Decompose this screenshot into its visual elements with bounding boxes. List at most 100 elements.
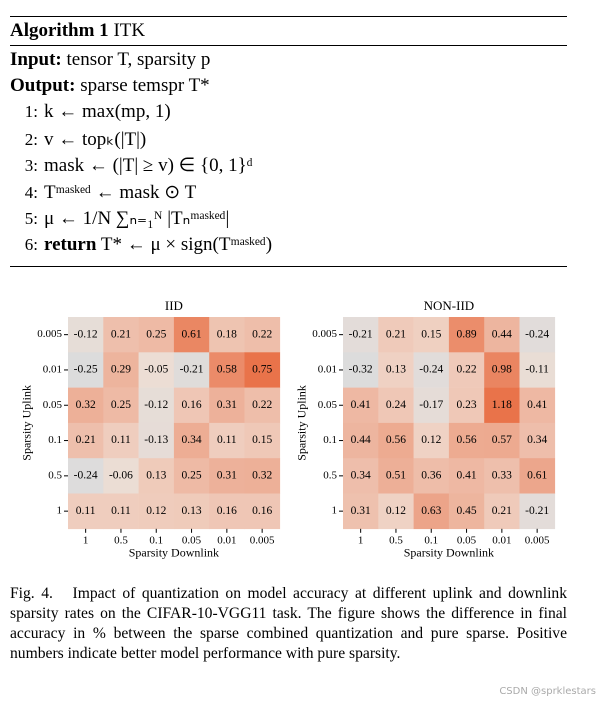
chart-title: NON-IID xyxy=(424,298,475,313)
cell-label: 0.13 xyxy=(146,469,166,481)
cell-label: 0.21 xyxy=(76,434,96,446)
cell-label: 0.41 xyxy=(351,399,371,411)
heatmap-cell xyxy=(519,387,556,424)
heatmap-cell xyxy=(448,458,485,494)
heatmap-cell xyxy=(519,458,556,494)
cell-label: 0.32 xyxy=(252,469,272,481)
x-tick-label: 0.1 xyxy=(424,534,438,546)
cell-label: 0.34 xyxy=(181,434,201,446)
line-number: 4: xyxy=(24,182,38,202)
heatmap-cell xyxy=(448,352,485,388)
x-axis-label: Sparsity Downlink xyxy=(129,546,219,560)
heatmap-cell xyxy=(244,493,281,530)
heatmap-cell xyxy=(343,317,379,353)
y-tick-label: 1 xyxy=(57,505,63,517)
line-text: Tᵐᵃˢᵏᵉᵈ ← mask ⊙ T xyxy=(44,181,197,203)
line-text: μ ← 1/N ∑ₙ₌₁ᴺ |Tₙᵐᵃˢᵏᵉᵈ| xyxy=(44,208,230,229)
input-label: Input: xyxy=(10,49,62,70)
heatmap-cell xyxy=(103,352,139,388)
cell-label: -0.24 xyxy=(525,328,549,340)
heatmap-cell xyxy=(519,493,556,530)
cell-label: 0.22 xyxy=(252,399,272,411)
heatmap-cell xyxy=(138,317,175,353)
y-tick-label: 0.01 xyxy=(43,363,62,375)
cell-label: 0.45 xyxy=(456,505,476,517)
cell-label: 0.44 xyxy=(351,434,371,446)
heatmap-cell xyxy=(343,493,379,530)
heatmap-cell xyxy=(209,387,245,424)
heatmap-cell xyxy=(484,352,520,388)
heatmap-cell xyxy=(103,317,139,353)
line-text: mask ← (|T| ≥ v) ∈ {0, 1}ᵈ xyxy=(44,155,253,176)
x-tick-label: 0.005 xyxy=(250,534,275,546)
cell-label: 0.11 xyxy=(111,434,131,446)
algorithm-title: ITK xyxy=(113,20,146,41)
cell-label: 0.98 xyxy=(492,364,512,376)
algorithm-line: 2: v ← topₖ(|T|) xyxy=(10,128,146,151)
y-tick-label: 0.01 xyxy=(318,363,337,375)
cell-label: 0.11 xyxy=(111,505,131,517)
heatmap-cell xyxy=(173,387,210,424)
heatmap-cell xyxy=(448,317,485,353)
heatmap-cell xyxy=(68,352,104,388)
cell-label: 0.89 xyxy=(456,328,476,340)
heatmap-cell xyxy=(68,493,104,530)
heatmap-cell xyxy=(209,422,245,459)
heatmap-cell xyxy=(209,458,245,494)
output-text: sparse temspr T* xyxy=(80,75,210,96)
x-tick-label: 0.01 xyxy=(217,534,236,546)
heatmap-cell xyxy=(519,422,556,459)
input-line: Input: tensor T, sparsity p xyxy=(10,49,210,71)
x-tick-label: 0.05 xyxy=(457,534,477,546)
heatmap-cell xyxy=(343,458,379,494)
heatmap-cell xyxy=(378,317,414,353)
cell-label: 0.16 xyxy=(181,399,201,411)
algorithm-header: Algorithm 1 ITK xyxy=(10,20,145,42)
cell-label: 0.24 xyxy=(386,399,406,411)
cell-label: -0.32 xyxy=(349,364,373,376)
line-text: v ← topₖ(|T|) xyxy=(44,128,147,150)
heatmap-cell xyxy=(378,493,414,530)
heatmap-cell xyxy=(378,387,414,424)
line-number: 5: xyxy=(24,209,38,228)
cell-label: -0.25 xyxy=(74,364,98,376)
heatmap-cell xyxy=(484,493,520,530)
cell-label: 0.57 xyxy=(492,434,512,446)
input-text: tensor T, sparsity p xyxy=(66,49,211,70)
cell-label: 0.41 xyxy=(527,399,547,411)
heatmap-cell xyxy=(448,387,485,424)
cell-label: 0.18 xyxy=(217,328,237,340)
rule xyxy=(10,16,567,17)
y-tick-label: 0.005 xyxy=(37,328,62,340)
heatmap-cell xyxy=(244,387,281,424)
algorithm-line: 5: μ ← 1/N ∑ₙ₌₁ᴺ |Tₙᵐᵃˢᵏᵉᵈ| xyxy=(10,207,230,230)
cell-label: 0.21 xyxy=(111,328,131,340)
heatmap-cell xyxy=(519,352,556,388)
y-tick-label: 0.1 xyxy=(323,434,337,446)
chart-title: IID xyxy=(165,298,183,313)
cell-label: 0.31 xyxy=(217,469,237,481)
heatmap-cell xyxy=(413,317,450,353)
line-number: 2: xyxy=(24,129,38,149)
cell-label: 0.58 xyxy=(217,364,237,376)
heatmap-cell xyxy=(413,352,450,388)
heatmap-cell xyxy=(343,352,379,388)
x-tick-label: 0.1 xyxy=(149,534,163,546)
heatmap-cell xyxy=(209,317,245,353)
x-tick-label: 0.005 xyxy=(525,534,550,546)
heatmap-cell xyxy=(138,458,175,494)
cell-label: 0.15 xyxy=(252,434,272,446)
y-tick-label: 0.05 xyxy=(43,399,63,411)
cell-label: 0.33 xyxy=(492,469,512,481)
cell-label: -0.21 xyxy=(180,364,204,376)
cell-label: 0.56 xyxy=(386,434,406,446)
cell-label: 0.13 xyxy=(181,505,201,517)
cell-label: -0.17 xyxy=(419,399,443,411)
charts: IID -0.12 0.21 0.25 0.61 0.18 0.22 -0.25 0.29 -0.… xyxy=(20,298,556,560)
heatmap-cell xyxy=(519,317,556,353)
cell-label: -0.21 xyxy=(349,328,373,340)
y-tick-label: 0.5 xyxy=(48,469,62,481)
cell-label: 0.61 xyxy=(527,469,547,481)
cell-label: 0.21 xyxy=(492,505,512,517)
cell-label: -0.11 xyxy=(525,364,549,376)
